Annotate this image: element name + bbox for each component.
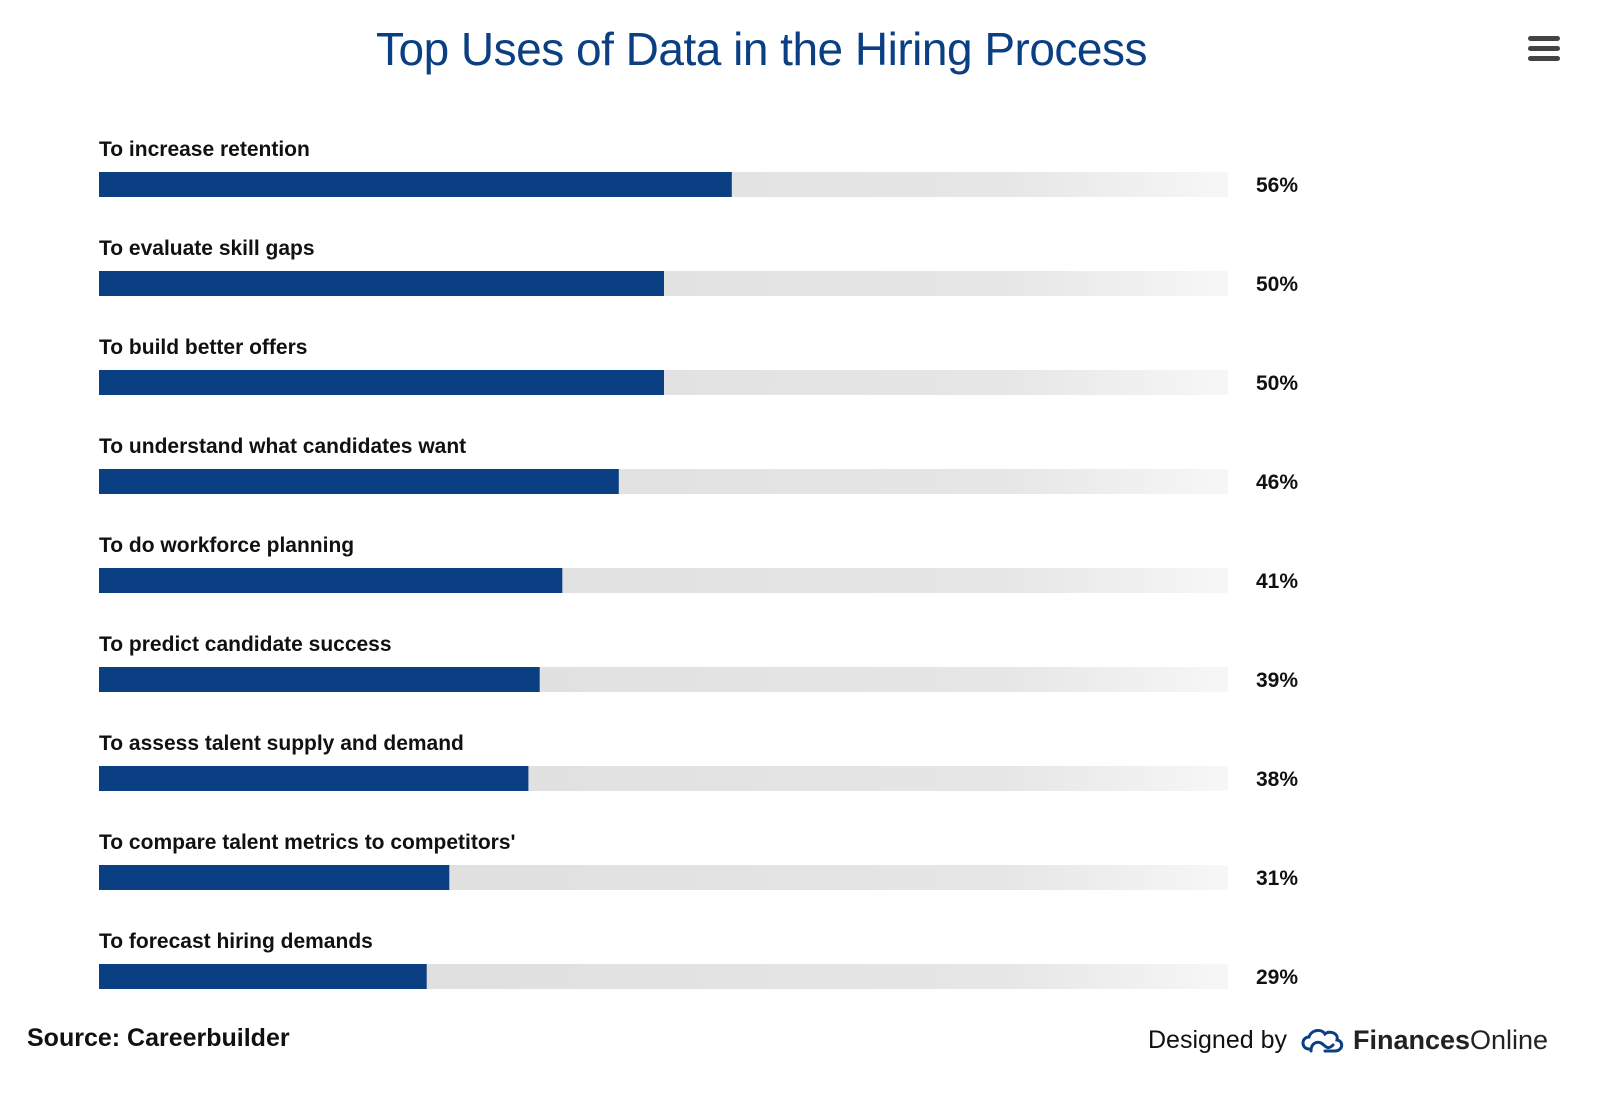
- category-label: To do workforce planning: [99, 534, 354, 557]
- bar: [99, 469, 619, 494]
- chart-title: Top Uses of Data in the Hiring Process: [375, 23, 1148, 75]
- data-label: 39%: [1256, 669, 1298, 692]
- data-label: 38%: [1256, 768, 1298, 791]
- category-label: To understand what candidates want: [99, 435, 466, 458]
- bar: [99, 667, 540, 692]
- brand-name-light: Online: [1470, 1024, 1549, 1055]
- source-credit: Source: Careerbuilder: [27, 1024, 290, 1052]
- brand-name-bold: Finances: [1352, 1024, 1471, 1055]
- menu-bar: [1528, 46, 1560, 51]
- data-label: 50%: [1256, 372, 1298, 395]
- menu-bar: [1528, 56, 1560, 61]
- data-label: 31%: [1256, 867, 1298, 890]
- category-label: To forecast hiring demands: [99, 930, 373, 953]
- category-label: To build better offers: [99, 336, 307, 359]
- menu-bar: [1528, 36, 1560, 41]
- data-label: 41%: [1256, 570, 1298, 593]
- data-label: 46%: [1256, 471, 1298, 494]
- bar: [99, 172, 732, 197]
- bar: [99, 568, 563, 593]
- bar: [99, 964, 427, 989]
- designed-by-label: Designed by: [1148, 1025, 1287, 1054]
- data-label: 56%: [1256, 174, 1298, 197]
- designer-credit: Designed by Finances Online: [1148, 1018, 1548, 1062]
- category-label: To predict candidate success: [99, 633, 392, 656]
- category-label: To increase retention: [99, 138, 310, 161]
- data-label: 29%: [1256, 966, 1298, 989]
- bar: [99, 865, 450, 890]
- category-label: To compare talent metrics to competitors…: [99, 831, 516, 854]
- bar: [99, 766, 529, 791]
- data-label: 50%: [1256, 273, 1298, 296]
- hamburger-menu-icon[interactable]: [1528, 36, 1562, 62]
- category-label: To assess talent supply and demand: [99, 732, 464, 755]
- bar: [99, 271, 664, 296]
- bar: [99, 370, 664, 395]
- financesonline-logo-icon: [1301, 1028, 1344, 1053]
- bar-chart: To increase retention 56% To evaluate skil…: [99, 138, 1298, 989]
- category-label: To evaluate skill gaps: [99, 237, 315, 260]
